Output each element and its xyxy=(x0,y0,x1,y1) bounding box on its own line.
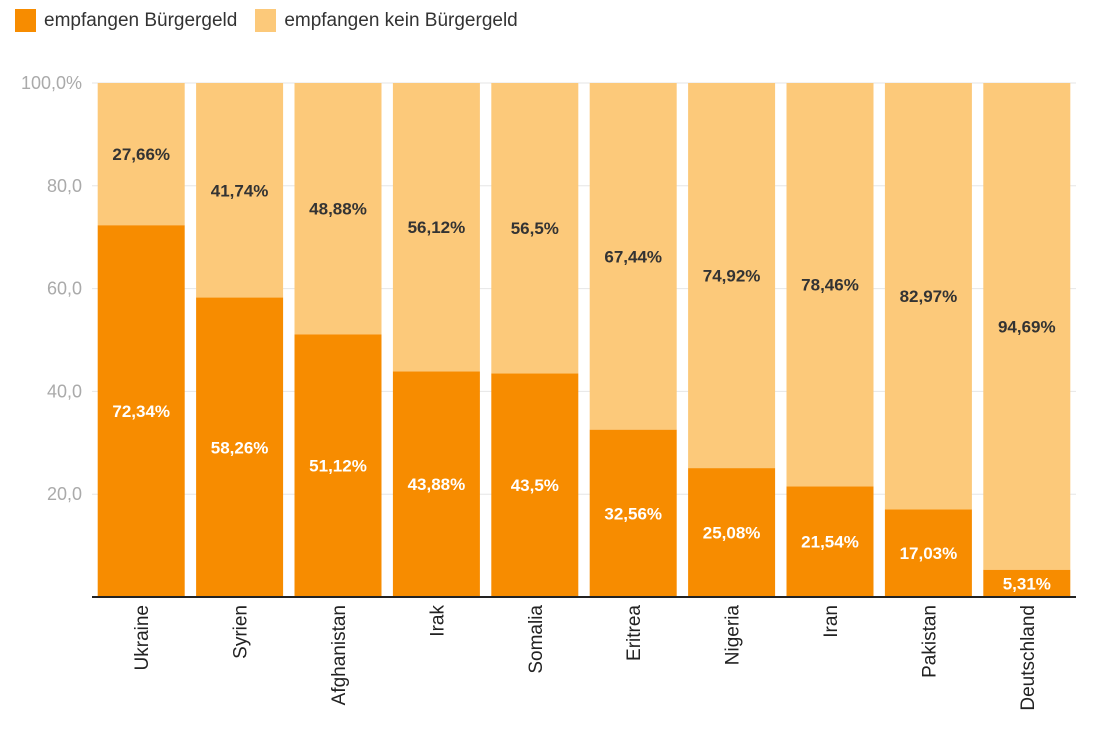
bar-segment xyxy=(97,225,185,597)
data-label: 67,44% xyxy=(604,247,662,266)
y-tick-label: 60,0 xyxy=(47,279,82,299)
bar-segment xyxy=(983,83,1071,570)
bar-segment xyxy=(196,83,284,298)
legend-item-not-receiving[interactable]: empfangen kein Bürgergeld xyxy=(255,9,518,32)
data-label: 56,12% xyxy=(408,218,466,237)
data-label: 25,08% xyxy=(703,524,761,543)
bar-segment xyxy=(589,83,677,430)
x-tick-label: Irak xyxy=(427,605,448,637)
data-label: 78,46% xyxy=(801,276,859,295)
bar-segment xyxy=(491,373,579,597)
data-label: 51,12% xyxy=(309,457,367,476)
legend-item-receiving[interactable]: empfangen Bürgergeld xyxy=(15,9,237,32)
data-label: 43,88% xyxy=(408,475,466,494)
bar-segment xyxy=(688,83,776,469)
y-tick-label: 40,0 xyxy=(47,381,82,401)
bar-segment xyxy=(884,83,972,510)
legend-label: empfangen Bürgergeld xyxy=(44,9,238,31)
bar-segment xyxy=(294,83,382,335)
bar-segment xyxy=(589,429,677,597)
x-tick-label: Somalia xyxy=(526,605,547,674)
data-label: 74,92% xyxy=(703,267,761,286)
data-label: 56,5% xyxy=(511,219,559,238)
x-tick-label: Afghanistan xyxy=(329,605,350,705)
bar-segment xyxy=(97,83,185,226)
bar-segment xyxy=(196,297,284,597)
data-label: 58,26% xyxy=(211,438,269,457)
bar-segment xyxy=(294,334,382,597)
data-label: 27,66% xyxy=(112,145,170,164)
bar-segment xyxy=(688,468,776,597)
x-tick-label: Eritrea xyxy=(624,605,645,661)
legend-swatch-receiving xyxy=(15,9,36,32)
x-tick-label: Syrien xyxy=(231,605,252,659)
bar-segment xyxy=(786,486,874,597)
data-label: 41,74% xyxy=(211,181,269,200)
y-tick-label: 20,0 xyxy=(47,484,82,504)
x-tick-label: Deutschland xyxy=(1018,605,1039,711)
legend-swatch-not-receiving xyxy=(255,9,277,32)
data-label: 32,56% xyxy=(604,504,662,523)
data-label: 72,34% xyxy=(112,402,170,421)
legend: empfangen Bürgergeld empfangen kein Bürg… xyxy=(15,9,536,32)
bar-segment xyxy=(983,569,1071,597)
data-label: 82,97% xyxy=(900,287,958,306)
y-tick-label: 80,0 xyxy=(47,176,82,196)
x-tick-label: Ukraine xyxy=(132,605,153,670)
data-label: 5,31% xyxy=(1003,574,1051,593)
bar-segment xyxy=(392,83,480,372)
legend-label: empfangen kein Bürgergeld xyxy=(284,9,518,31)
data-label: 17,03% xyxy=(900,544,958,563)
bar-segment xyxy=(786,83,874,487)
x-tick-label: Iran xyxy=(821,605,842,638)
data-label: 43,5% xyxy=(511,476,559,495)
bar-segment xyxy=(491,83,579,374)
data-label: 21,54% xyxy=(801,533,859,552)
x-tick-label: Pakistan xyxy=(919,605,940,678)
data-label: 94,69% xyxy=(998,317,1056,336)
bar-segment xyxy=(884,509,972,597)
y-tick-label: 100,0% xyxy=(21,73,82,93)
bar-segment xyxy=(392,371,480,597)
data-label: 48,88% xyxy=(309,200,367,219)
x-tick-label: Nigeria xyxy=(723,605,744,666)
